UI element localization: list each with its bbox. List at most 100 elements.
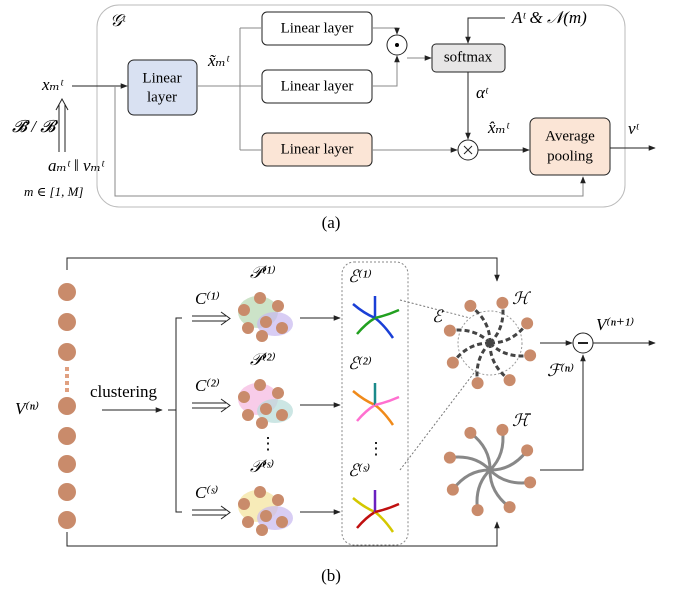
pooling-label: pooling	[547, 148, 593, 164]
node	[256, 417, 268, 429]
hyperedge	[490, 470, 530, 483]
double-arrow	[192, 312, 230, 325]
mask-label: Aᵗ & 𝒩(m)	[511, 8, 587, 27]
pooling-box	[530, 118, 610, 175]
edge-branch	[375, 405, 393, 425]
node	[242, 516, 254, 528]
connector	[197, 28, 261, 150]
caption: (b)	[321, 566, 341, 585]
node	[276, 322, 288, 334]
node	[276, 409, 288, 421]
node	[58, 483, 76, 501]
node	[521, 444, 533, 456]
hidden-label: x̃ₘᵗ	[207, 51, 230, 70]
node	[447, 357, 459, 369]
linear-label: Linear	[142, 70, 181, 86]
output-label: V⁽ⁿ⁺¹⁾	[596, 315, 634, 334]
node	[58, 283, 76, 301]
node	[472, 504, 484, 516]
edge-branch	[375, 310, 399, 318]
node	[447, 484, 459, 496]
node	[260, 403, 272, 415]
node	[254, 292, 266, 304]
node	[521, 317, 533, 329]
edge-branch	[375, 318, 393, 338]
edge-branch	[375, 504, 399, 512]
hyperedge	[450, 330, 490, 343]
arrow	[468, 18, 505, 43]
double-arrow	[192, 399, 230, 412]
hyperedge	[470, 306, 490, 343]
node	[464, 300, 476, 312]
linear-box	[128, 60, 197, 115]
double-arrow	[192, 506, 230, 519]
linear-label: layer	[147, 89, 177, 105]
hyperedge	[470, 433, 490, 470]
node	[256, 330, 268, 342]
softmax-label: softmax	[444, 49, 493, 65]
hyperedge	[477, 470, 490, 510]
node	[464, 427, 476, 439]
hyperedge	[490, 343, 530, 356]
partition-label: 𝒫⁽²⁾	[250, 350, 276, 369]
hyperedge	[477, 343, 490, 383]
partition-label: 𝒫⁽ˢ⁾	[250, 457, 274, 476]
node	[58, 427, 76, 445]
source-label: 𝓑̃ / 𝓑	[12, 117, 58, 136]
hyperedge	[450, 457, 490, 470]
hyperedge	[453, 470, 490, 490]
panel-b: V⁽ⁿ⁾ clustering ⋮ ⋮ ℰ ℋ ℋ̄ V⁽ⁿ⁺¹⁾ ℱ⁽ⁿ⁾ (…	[15, 258, 655, 585]
edge-branch	[357, 318, 375, 334]
hypergraph-label: ℋ	[512, 289, 532, 308]
node	[444, 325, 456, 337]
node	[242, 322, 254, 334]
dot-symbol	[395, 43, 399, 47]
cluster-label: C⁽ˢ⁾	[195, 483, 218, 502]
edge-branch	[353, 391, 375, 405]
node	[504, 374, 516, 386]
hypergraph-bar-label: ℋ̄	[512, 411, 532, 430]
node	[254, 486, 266, 498]
hyperedge	[490, 450, 527, 470]
node	[496, 297, 508, 309]
node	[276, 516, 288, 528]
edge-label: ℰ⁽ˢ⁾	[348, 461, 370, 480]
node	[58, 397, 76, 415]
node	[58, 343, 76, 361]
hyperedge	[490, 430, 503, 470]
linear-label: Linear layer	[281, 141, 354, 157]
hyperedge	[490, 470, 510, 507]
input-label: V⁽ⁿ⁾	[15, 399, 39, 418]
node	[524, 476, 536, 488]
node	[524, 349, 536, 361]
node	[58, 455, 76, 473]
brace	[168, 318, 182, 512]
pooling-label: Average	[545, 128, 595, 144]
node	[238, 498, 250, 510]
arrow	[372, 28, 397, 34]
edge-branch	[375, 397, 399, 405]
node	[504, 501, 516, 513]
skip-connection	[67, 258, 497, 281]
node	[496, 424, 508, 436]
linear-label: Linear layer	[281, 20, 354, 36]
edge-label: ℰ⁽²⁾	[348, 354, 372, 373]
node	[58, 511, 76, 529]
hyperedge	[490, 303, 503, 343]
linear-label: Linear layer	[281, 78, 354, 94]
edge-branch	[357, 405, 375, 421]
edge-branch	[375, 512, 393, 532]
clustering-label: clustering	[90, 382, 158, 401]
node	[272, 300, 284, 312]
node	[260, 510, 272, 522]
arrow	[372, 56, 397, 86]
module-title: 𝒢ᵗ	[110, 11, 126, 30]
node	[256, 524, 268, 536]
node	[58, 313, 76, 331]
edge-branch	[353, 498, 375, 512]
node	[472, 377, 484, 389]
ellipsis: ⋮	[368, 439, 385, 458]
feature-label: ℱ⁽ⁿ⁾	[547, 361, 574, 380]
node	[238, 304, 250, 316]
partition-label: 𝒫⁽¹⁾	[250, 263, 276, 282]
